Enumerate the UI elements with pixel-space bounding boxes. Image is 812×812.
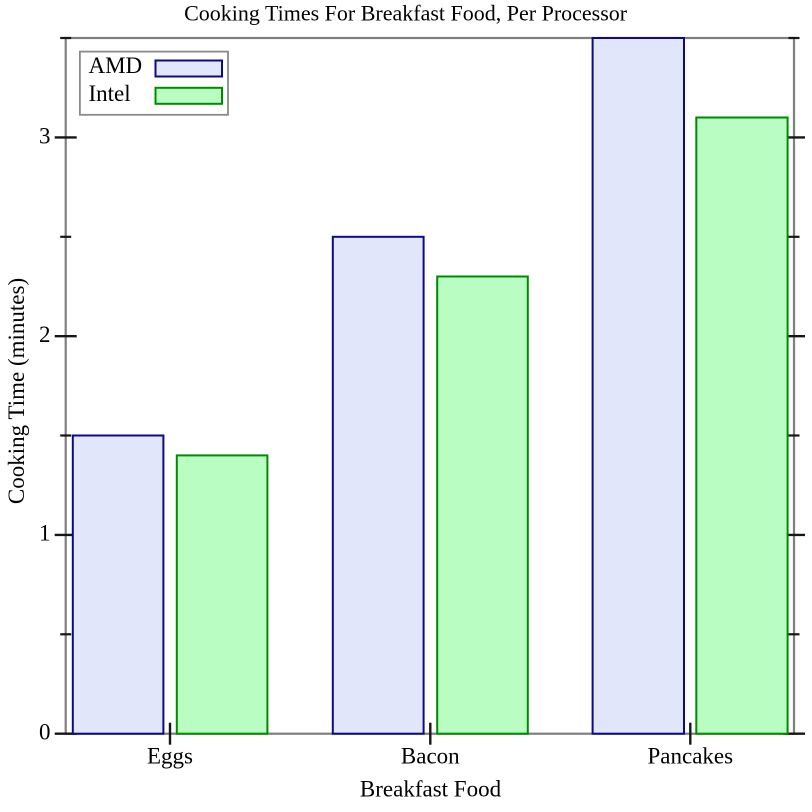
svg-text:1: 1 [39, 521, 51, 546]
svg-text:Cooking Times For Breakfast Fo: Cooking Times For Breakfast Food, Per Pr… [184, 1, 628, 26]
svg-text:2: 2 [39, 322, 51, 347]
svg-text:Bacon: Bacon [401, 744, 460, 769]
svg-text:Cooking Time (minutes): Cooking Time (minutes) [4, 278, 29, 504]
svg-text:Eggs: Eggs [147, 744, 193, 769]
svg-text:Pancakes: Pancakes [648, 744, 734, 769]
svg-text:Breakfast Food: Breakfast Food [360, 777, 502, 802]
svg-text:AMD: AMD [89, 53, 143, 78]
svg-text:Intel: Intel [89, 81, 131, 106]
svg-text:3: 3 [39, 123, 51, 148]
svg-text:0: 0 [39, 720, 51, 745]
